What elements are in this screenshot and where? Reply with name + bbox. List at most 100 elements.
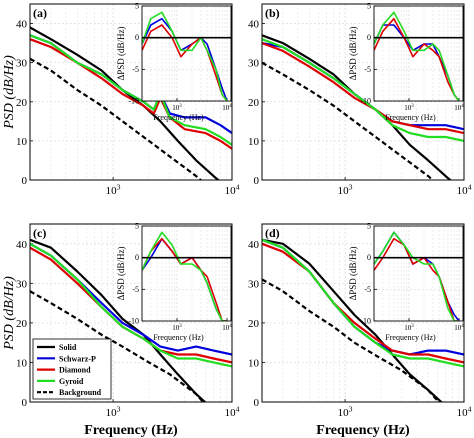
inset-x-label: Frequency (Hz) bbox=[153, 113, 204, 122]
series-line-background bbox=[262, 278, 441, 402]
series-group bbox=[142, 11, 228, 101]
y-tick-label: 10 bbox=[16, 136, 28, 148]
y-tick-label: 20 bbox=[16, 318, 28, 330]
series-line-gyroid bbox=[30, 34, 232, 146]
y-tick-label: -5 bbox=[364, 285, 371, 294]
series-line-gyroid bbox=[142, 11, 228, 101]
y-tick-label: 0 bbox=[135, 33, 139, 42]
x-tick-label: 103 bbox=[106, 405, 121, 419]
series-group bbox=[30, 238, 232, 402]
inset-y-label: ΔPSD (dB/Hz) bbox=[348, 26, 358, 80]
legend: Solid Schwarz-P Diamond Gyroid Background bbox=[32, 338, 112, 400]
y-tick-label: 20 bbox=[248, 318, 260, 330]
series-line-background bbox=[30, 290, 205, 402]
inset-axes: -10 -5 0 5 103 104 ΔPSD (dB/Hz) Frequency (Hz) bbox=[348, 2, 464, 123]
legend-label: Diamond bbox=[59, 366, 91, 375]
x-tick-label: 103 bbox=[404, 104, 414, 112]
series-line-gyroid bbox=[142, 231, 227, 321]
series-group bbox=[30, 26, 232, 180]
inset-x-label: Frequency (Hz) bbox=[385, 113, 436, 122]
y-tick-label: 30 bbox=[248, 278, 260, 290]
x-tick-label: 104 bbox=[454, 324, 464, 332]
inset-x-label: Frequency (Hz) bbox=[385, 333, 436, 342]
y-tick-label: 0 bbox=[22, 175, 28, 187]
plot-frame bbox=[29, 223, 233, 403]
x-tick-label: 103 bbox=[338, 183, 353, 197]
y-tick-label: -5 bbox=[132, 65, 139, 74]
x-tick-label: 104 bbox=[225, 405, 240, 419]
y-tick-label: 5 bbox=[135, 2, 139, 11]
y-tick-label: 0 bbox=[254, 397, 260, 409]
y-tick-label: 5 bbox=[367, 222, 371, 231]
y-tick-label: 10 bbox=[248, 136, 260, 148]
x-axis-label: Frequency (Hz) bbox=[84, 423, 178, 438]
x-tick-label: 104 bbox=[222, 324, 232, 332]
panel-label: (c) bbox=[33, 226, 46, 240]
panel-label: (d) bbox=[265, 226, 280, 240]
plot-frame bbox=[29, 3, 233, 181]
series-line-background bbox=[30, 57, 203, 180]
inset-x-label: Frequency (Hz) bbox=[153, 333, 204, 342]
series-line-diamond bbox=[374, 17, 460, 101]
series-group bbox=[262, 34, 464, 180]
series-line-gyroid bbox=[262, 38, 464, 142]
legend-label: Solid bbox=[59, 343, 77, 352]
y-tick-label: 20 bbox=[16, 97, 28, 109]
x-tick-label: 104 bbox=[454, 104, 464, 112]
y-tick-label: 40 bbox=[16, 239, 28, 251]
x-tick-label: 104 bbox=[457, 405, 472, 419]
y-tick-label: -10 bbox=[360, 97, 371, 106]
y-tick-label: 30 bbox=[248, 58, 260, 70]
y-axis-label: PSD (dB/Hz) bbox=[2, 276, 17, 351]
y-tick-label: 0 bbox=[367, 33, 371, 42]
series-line-solid bbox=[262, 238, 443, 402]
series-line-gyroid bbox=[374, 231, 459, 321]
y-tick-label: -5 bbox=[132, 285, 139, 294]
series-line-gyroid bbox=[262, 238, 464, 368]
inset-frame bbox=[373, 5, 464, 102]
inset-axes: -10 -5 0 5 103 104 ΔPSD (dB/Hz) Frequency (Hz) bbox=[116, 222, 232, 343]
inset-background bbox=[374, 6, 463, 101]
y-tick-label: 5 bbox=[135, 222, 139, 231]
x-tick-label: 103 bbox=[106, 183, 121, 197]
y-tick-label: -10 bbox=[360, 317, 371, 326]
y-tick-label: 10 bbox=[248, 357, 260, 369]
x-tick-label: 104 bbox=[222, 104, 232, 112]
series-group bbox=[262, 238, 464, 402]
x-tick-label: 103 bbox=[338, 405, 353, 419]
x-tick-label: 103 bbox=[172, 324, 182, 332]
legend-label: Background bbox=[59, 388, 102, 397]
inset-frame bbox=[141, 5, 232, 102]
inset-axes: -10 -5 0 5 103 104 ΔPSD (dB/Hz) Frequency (Hz) bbox=[116, 2, 232, 123]
inset-background bbox=[142, 6, 231, 101]
series-line-background bbox=[262, 61, 435, 180]
series-line-gyroid bbox=[30, 242, 232, 368]
x-tick-label: 103 bbox=[404, 324, 414, 332]
y-axis-label: PSD (dB/Hz) bbox=[2, 55, 17, 130]
y-tick-label: 0 bbox=[135, 253, 139, 262]
panel-label: (b) bbox=[265, 6, 280, 20]
panel-label: (a) bbox=[33, 6, 47, 20]
inset-y-label: ΔPSD (dB/Hz) bbox=[116, 26, 126, 80]
x-tick-label: 104 bbox=[225, 183, 240, 197]
y-tick-label: 0 bbox=[367, 253, 371, 262]
inset-frame bbox=[373, 225, 464, 322]
legend-label: Gyroid bbox=[59, 377, 84, 386]
y-tick-label: 20 bbox=[248, 97, 260, 109]
y-tick-label: 40 bbox=[16, 19, 28, 31]
series-line-diamond bbox=[142, 24, 228, 101]
y-tick-label: -5 bbox=[364, 65, 371, 74]
y-tick-label: 10 bbox=[16, 357, 28, 369]
x-tick-label: 104 bbox=[457, 183, 472, 197]
inset-y-label: ΔPSD (dB/Hz) bbox=[116, 246, 126, 300]
y-tick-label: 40 bbox=[248, 239, 260, 251]
y-tick-label: 0 bbox=[254, 175, 260, 187]
y-tick-label: 5 bbox=[367, 2, 371, 11]
legend-label: Schwarz-P bbox=[59, 354, 96, 363]
x-tick-label: 103 bbox=[172, 104, 182, 112]
plot-frame bbox=[261, 223, 465, 403]
y-tick-label: -10 bbox=[128, 97, 139, 106]
inset-y-label: ΔPSD (dB/Hz) bbox=[348, 246, 358, 300]
y-tick-label: 30 bbox=[16, 58, 28, 70]
